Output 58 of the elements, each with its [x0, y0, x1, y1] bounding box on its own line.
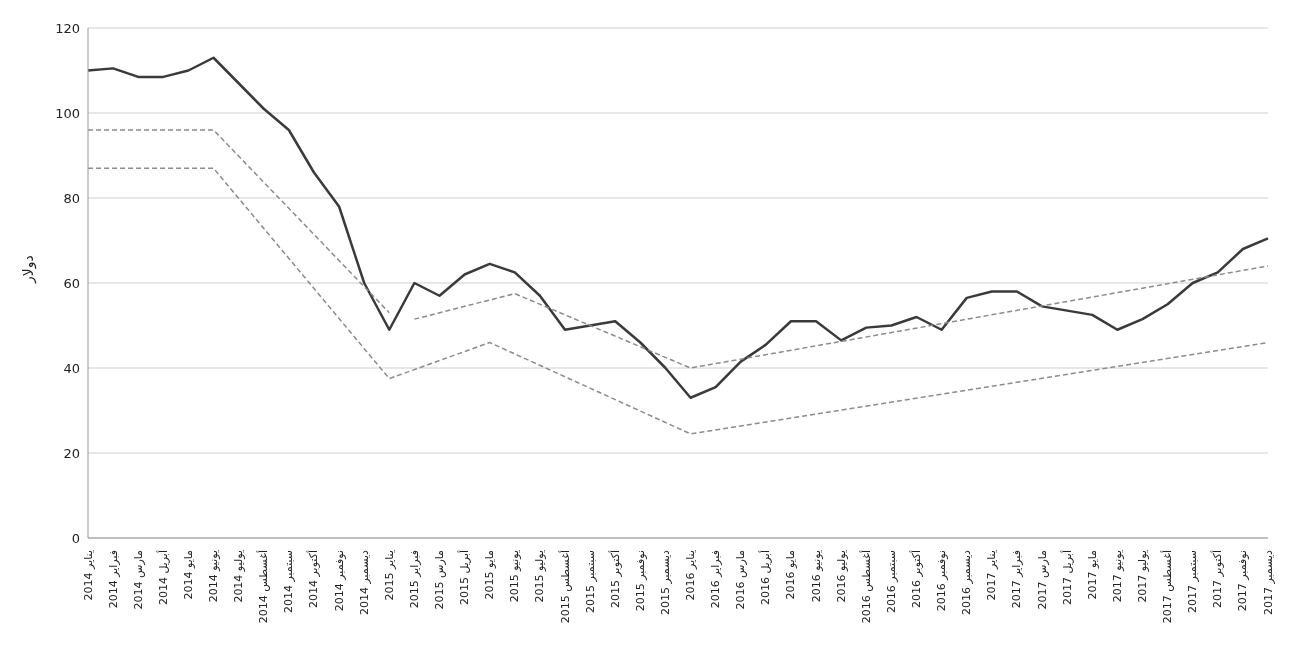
x-tick-label: فبراير 2016: [709, 550, 723, 609]
x-tick-label: مايو 2015: [483, 549, 497, 600]
x-tick-label: مايو 2017: [1085, 549, 1099, 600]
x-tick-label: أغسطس 2015: [557, 550, 572, 624]
x-tick-label: سبتمبر 2015: [583, 550, 597, 614]
x-tick-label: يونيو 2016: [809, 550, 823, 603]
x-tick-label: يوليو 2015: [533, 550, 547, 603]
x-tick-label: يناير 2014: [81, 550, 95, 601]
x-tick-label: أغسطس 2017: [1160, 550, 1175, 624]
x-tick-label: يونيو 2014: [207, 550, 221, 603]
y-tick-label: 20: [63, 445, 80, 461]
x-tick-label: نوفمبر 2017: [1236, 550, 1250, 612]
x-tick-label: أكتوبر 2016: [909, 550, 924, 608]
x-tick-label: مارس 2017: [1035, 549, 1049, 610]
x-tick-label: يوليو 2017: [1135, 550, 1149, 603]
x-tick-label: يوليو 2016: [834, 550, 848, 603]
x-tick-label: نوفمبر 2014: [332, 550, 346, 612]
y-tick-label: 100: [55, 105, 80, 121]
x-tick-label: مايو 2016: [784, 549, 798, 600]
x-tick-label: يناير 2016: [684, 550, 698, 601]
x-tick-label: سبتمبر 2016: [884, 550, 898, 614]
x-tick-label: نوفمبر 2016: [935, 550, 949, 612]
x-tick-label: نوفمبر 2015: [633, 550, 647, 612]
y-tick-label: 120: [55, 20, 80, 36]
y-axis-title: دولار: [19, 255, 37, 284]
x-tick-label: أبريل 2014: [155, 550, 170, 606]
x-tick-label: أكتوبر 2014: [306, 550, 321, 608]
y-tick-label: 60: [63, 275, 80, 291]
x-tick-label: أغسطس 2016: [858, 550, 873, 624]
x-tick-label: أكتوبر 2015: [607, 550, 622, 608]
x-tick-label: فبراير 2014: [106, 550, 120, 609]
x-tick-label: سبتمبر 2017: [1186, 550, 1200, 614]
x-tick-label: سبتمبر 2014: [282, 550, 296, 614]
x-tick-label: مارس 2015: [432, 549, 446, 610]
x-tick-label: ديسمبر 2016: [960, 549, 974, 616]
x-tick-label: مايو 2014: [181, 549, 195, 600]
x-tick-label: مارس 2016: [734, 549, 748, 610]
x-tick-label: ديسمبر 2015: [658, 549, 672, 616]
x-tick-label: يوليو 2014: [232, 550, 246, 603]
x-tick-label: ديسمبر 2014: [357, 549, 371, 616]
x-tick-label: يناير 2017: [985, 550, 999, 601]
x-tick-label: ديسمبر 2017: [1261, 549, 1275, 616]
x-tick-label: مارس 2014: [131, 549, 145, 610]
x-tick-label: أكتوبر 2017: [1210, 550, 1225, 608]
line-series: [86, 56, 1270, 399]
x-tick-label: يونيو 2017: [1110, 550, 1124, 603]
y-tick-label: 80: [63, 190, 80, 206]
x-tick-label: فبراير 2015: [407, 550, 421, 609]
x-tick-label: أبريل 2015: [457, 550, 472, 606]
y-tick-label: 0: [71, 530, 80, 546]
y-tick-label: 40: [63, 360, 80, 376]
x-tick-label: فبراير 2017: [1010, 550, 1024, 609]
x-tick-label: يناير 2015: [382, 550, 396, 601]
line-series: [413, 265, 1269, 369]
x-tick-label: يونيو 2015: [508, 550, 522, 603]
x-tick-label: أبريل 2017: [1059, 550, 1074, 606]
x-tick-label: أغسطس 2014: [256, 550, 271, 624]
x-tick-label: أبريل 2016: [758, 550, 773, 606]
